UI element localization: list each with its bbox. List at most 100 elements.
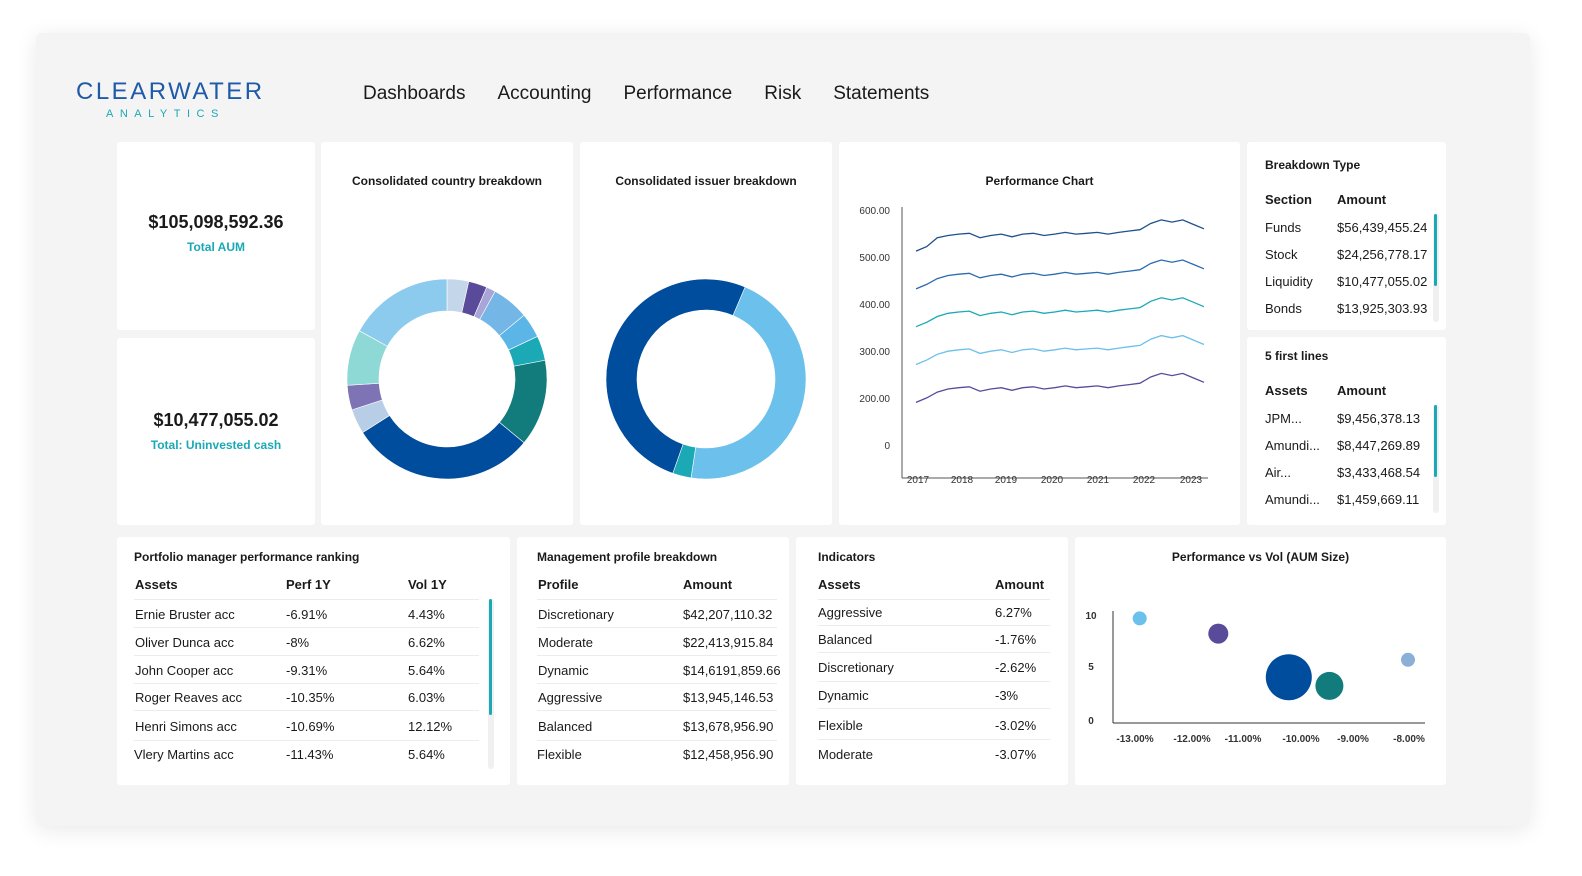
indicators-title: Indicators bbox=[818, 550, 876, 564]
series-line-0[interactable] bbox=[915, 219, 1205, 252]
bubble-point-4[interactable] bbox=[1401, 652, 1415, 667]
scrollbar-thumb[interactable] bbox=[1434, 405, 1437, 477]
table-row[interactable]: Moderate $22,413,915.84 bbox=[537, 629, 777, 656]
table-row[interactable]: John Cooper acc -9.31% 5.64% bbox=[134, 657, 479, 684]
nav-dashboards[interactable]: Dashboards bbox=[363, 83, 466, 104]
table-row[interactable]: Amundi... $8,447,269.89 bbox=[1265, 432, 1435, 459]
y-tick-label: 200.00 bbox=[859, 394, 890, 405]
breakdown-type-title: Breakdown Type bbox=[1265, 158, 1361, 172]
main-nav: Dashboards Accounting Performance Risk S… bbox=[363, 83, 929, 105]
table-row[interactable]: Moderate -3.07% bbox=[818, 741, 1050, 768]
table-row[interactable]: Ernie Bruster acc -6.91% 4.43% bbox=[134, 601, 479, 628]
table-row[interactable]: Dynamic -3% bbox=[818, 682, 1050, 709]
amount-cell: $42,207,110.32 bbox=[683, 606, 773, 622]
first-lines-table: Assets Amount JPM... $9,456,378.13 Amund… bbox=[1265, 379, 1435, 519]
series-line-4[interactable] bbox=[915, 372, 1205, 403]
bubble-point-2[interactable] bbox=[1265, 654, 1312, 701]
nav-risk[interactable]: Risk bbox=[764, 83, 802, 104]
table-row[interactable] bbox=[537, 599, 777, 600]
asset-cell: Roger Reaves acc bbox=[135, 689, 242, 705]
y-tick-label: 10 bbox=[1085, 611, 1097, 622]
col-header-amount: Amount bbox=[1337, 383, 1387, 398]
country-breakdown-card: Consolidated country breakdown bbox=[321, 142, 573, 525]
table-row[interactable]: Funds $56,439,455.24 bbox=[1265, 214, 1435, 241]
table-row[interactable]: Roger Reaves acc -10.35% 6.03% bbox=[134, 684, 479, 711]
series-line-1[interactable] bbox=[915, 259, 1205, 290]
col-header-vol: Vol 1Y bbox=[408, 577, 447, 592]
dashboard-frame: CLEARWATER ANALYTICS Dashboards Accounti… bbox=[36, 33, 1530, 826]
col-header-section: Section bbox=[1265, 192, 1312, 207]
amount-cell: $8,447,269.89 bbox=[1337, 438, 1421, 453]
table-row[interactable]: Vlery Martins acc -11.43% 5.64% bbox=[134, 741, 479, 768]
donut-slice-0[interactable] bbox=[690, 286, 807, 480]
x-tick-label: -9.00% bbox=[1337, 734, 1369, 745]
table-row[interactable]: Balanced $13,678,956.90 bbox=[537, 713, 777, 741]
donut-slice-11[interactable] bbox=[358, 278, 448, 347]
series-line-2[interactable] bbox=[915, 297, 1205, 328]
x-tick-label: -10.00% bbox=[1282, 734, 1319, 745]
performance-chart-card: Performance Chart 600.00 500.00 400.00 300.… bbox=[839, 142, 1240, 525]
x-tick-label: 2020 bbox=[1041, 475, 1064, 486]
table-row[interactable]: Discretionary -2.62% bbox=[818, 654, 1050, 682]
y-tick-label: 0 bbox=[884, 441, 890, 452]
table-row[interactable]: Aggressive 6.27% bbox=[818, 599, 1050, 626]
logo-main-text: CLEARWATER bbox=[76, 78, 265, 105]
table-row[interactable]: Air... $3,433,468.54 bbox=[1265, 459, 1435, 486]
table-row[interactable] bbox=[134, 599, 479, 600]
amount-cell: -1.76% bbox=[995, 631, 1037, 647]
nav-accounting[interactable]: Accounting bbox=[497, 83, 592, 104]
asset-cell: Henri Simons acc bbox=[135, 719, 237, 734]
donut-slice-7[interactable] bbox=[362, 415, 525, 480]
bubble-point-1[interactable] bbox=[1208, 623, 1229, 644]
table-row[interactable]: Amundi... $1,459,669.11 bbox=[1265, 486, 1435, 513]
perf-cell: -9.31% bbox=[286, 662, 328, 678]
total-aum-label: Total AUM bbox=[187, 240, 245, 254]
table-row[interactable]: Liquidity $10,477,055.02 bbox=[1265, 268, 1435, 295]
amount-cell: $56,439,455.24 bbox=[1337, 220, 1428, 235]
table-row[interactable]: Flexible $12,458,956.90 bbox=[537, 741, 777, 768]
table-row[interactable]: Stock $24,256,778.17 bbox=[1265, 241, 1435, 268]
amount-cell: $22,413,915.84 bbox=[683, 634, 774, 650]
scrollbar[interactable] bbox=[1433, 214, 1439, 322]
perf-vs-vol-bubble-chart[interactable]: 10 5 0 -13.00% -12.00% -11.00% -10.00% -9.00% -8… bbox=[1075, 537, 1446, 785]
nav-performance[interactable]: Performance bbox=[623, 83, 733, 104]
issuer-donut-chart[interactable] bbox=[580, 142, 832, 525]
scrollbar[interactable] bbox=[488, 599, 494, 769]
donut-slice-2[interactable] bbox=[605, 278, 746, 474]
scrollbar[interactable] bbox=[1433, 405, 1439, 513]
table-row[interactable]: Balanced -1.76% bbox=[818, 626, 1050, 653]
col-header-profile: Profile bbox=[538, 577, 579, 592]
vol-cell: 6.62% bbox=[408, 634, 445, 650]
profile-cell: Moderate bbox=[538, 634, 593, 650]
table-row[interactable] bbox=[818, 599, 1050, 600]
total-aum-card: $105,098,592.36 Total AUM bbox=[117, 142, 315, 330]
table-row[interactable]: Flexible -3.02% bbox=[818, 712, 1050, 740]
asset-cell: Moderate bbox=[818, 747, 873, 762]
table-row[interactable]: Dynamic $14,6191,859.66 bbox=[537, 657, 781, 684]
nav-statements[interactable]: Statements bbox=[833, 83, 930, 104]
table-row[interactable]: Discretionary $42,207,110.32 bbox=[537, 601, 777, 628]
scrollbar-thumb[interactable] bbox=[1434, 214, 1437, 286]
performance-chart-title: Performance Chart bbox=[985, 174, 1094, 188]
table-row[interactable]: Aggressive $13,945,146.53 bbox=[537, 684, 777, 711]
section-cell: Stock bbox=[1265, 247, 1298, 262]
table-row[interactable]: Henri Simons acc -10.69% 12.12% bbox=[134, 713, 479, 741]
series-line-3[interactable] bbox=[915, 334, 1205, 366]
perf-cell: -8% bbox=[286, 634, 310, 650]
table-row[interactable]: JPM... $9,456,378.13 bbox=[1265, 405, 1435, 432]
bubble-point-3[interactable] bbox=[1315, 671, 1344, 700]
scrollbar-thumb[interactable] bbox=[489, 599, 492, 715]
amount-cell: $13,925,303.93 bbox=[1337, 301, 1428, 316]
bubble-point-0[interactable] bbox=[1132, 611, 1147, 626]
issuer-breakdown-title: Consolidated issuer breakdown bbox=[615, 174, 797, 188]
performance-line-chart[interactable]: 600.00 500.00 400.00 300.00 200.00 0 2017 2018 2… bbox=[839, 142, 1240, 525]
table-row[interactable]: Bonds $13,925,303.93 bbox=[1265, 295, 1435, 322]
table-row[interactable]: Oliver Dunca acc -8% 6.62% bbox=[134, 629, 479, 656]
profile-cell: Balanced bbox=[538, 719, 593, 734]
clearwater-logo[interactable]: CLEARWATER ANALYTICS bbox=[76, 78, 265, 120]
asset-cell: Air... bbox=[1265, 465, 1292, 480]
country-donut-chart[interactable] bbox=[321, 142, 573, 525]
col-header-amount: Amount bbox=[683, 577, 733, 592]
perf-vs-vol-title: Performance vs Vol (AUM Size) bbox=[1171, 550, 1350, 564]
y-tick-label: 300.00 bbox=[859, 347, 890, 358]
